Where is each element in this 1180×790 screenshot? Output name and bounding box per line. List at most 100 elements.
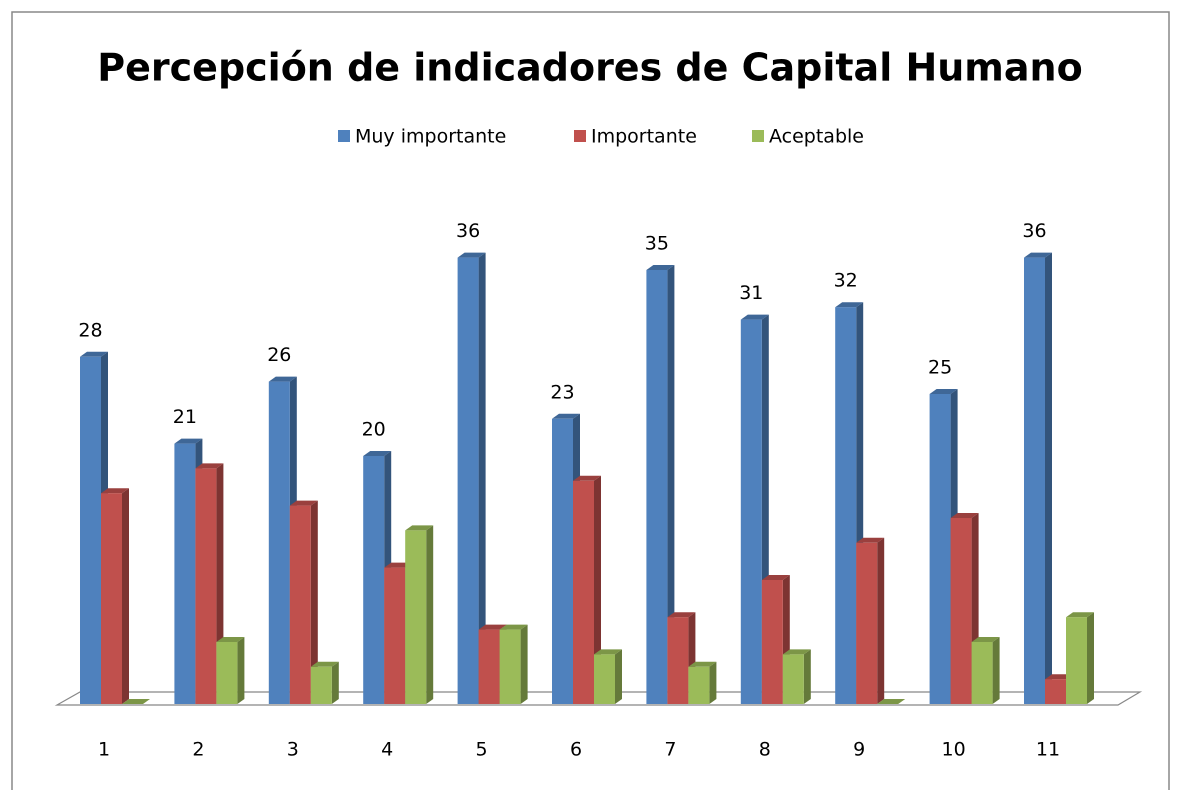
bar-top [971,637,1000,642]
bar-side [709,661,717,704]
bar [646,270,668,704]
bar-top [363,451,392,456]
bar-side [310,500,318,704]
data-label: 36 [1022,220,1046,242]
legend-label: Importante [591,126,697,148]
x-tick-label: 7 [664,739,676,761]
x-tick-label: 8 [759,739,771,761]
bar [552,418,573,704]
x-tick-label: 10 [942,739,966,761]
data-label: 31 [739,282,763,304]
bar-top [310,661,339,667]
data-label: 21 [173,406,197,428]
bar [856,542,878,704]
bar-top [289,500,318,506]
chart-title: Percepción de indicadores de Capital Hum… [97,46,1082,90]
bar-side [594,475,601,704]
legend-label: Aceptable [769,126,864,148]
data-label: 26 [267,344,291,366]
bar [950,518,972,704]
bar [289,505,311,704]
bar-side [992,637,1000,704]
bar [80,356,101,704]
x-tick-label: 11 [1036,739,1060,761]
bar [835,307,857,704]
bar-top [929,389,958,394]
bar-side [237,637,245,704]
bar-side [426,525,434,704]
legend-swatch [752,130,764,142]
bar-top [877,699,906,704]
bar [594,654,615,704]
bar-side [615,649,622,704]
bar [457,257,479,704]
bar [363,456,385,704]
x-tick-label: 1 [98,739,110,761]
bar-top [405,525,434,531]
x-tick-label: 9 [853,739,865,761]
bar [195,468,217,704]
data-label: 20 [362,419,386,441]
bar-top [552,413,580,419]
bar [688,666,710,704]
bar [499,629,521,704]
bar-top [499,624,528,630]
bar [478,629,500,704]
x-tick-label: 5 [476,739,488,761]
data-label: 32 [834,270,858,292]
bar [101,493,122,704]
bar-top [478,624,507,630]
bar [268,381,290,704]
x-tick-label: 2 [192,739,204,761]
bar [667,617,689,704]
x-tick-label: 3 [287,739,299,761]
bar-top [174,438,203,444]
bar-side [331,661,339,704]
bar-top [195,463,224,469]
bar-side [803,649,811,704]
bar [216,642,238,704]
bar [384,567,406,704]
bar-top [457,252,486,258]
bar [174,443,196,704]
bar-top [594,649,622,655]
bar-top [950,513,979,518]
bar-top [122,699,150,704]
bar-side [1087,612,1094,704]
bar [761,580,783,704]
bar-side [520,624,528,704]
bar-top [761,575,790,580]
data-label: 25 [928,357,952,379]
bar-side [1045,252,1052,704]
bar-top [573,475,601,481]
bar-side [478,252,486,704]
bar-top [740,314,769,320]
chart-frame [11,11,1170,790]
data-label: 36 [456,220,480,242]
bar-top [688,661,717,667]
bar [929,394,951,704]
bar-top [101,488,129,494]
legend-swatch [574,130,586,142]
bar-top [782,649,811,655]
bar [1045,679,1066,704]
bar-side [667,265,675,704]
bar-top [1024,252,1052,258]
data-label: 23 [550,381,574,403]
data-label: 28 [78,319,102,341]
bar-top [667,612,696,618]
bar-top [856,537,885,543]
bar [310,666,332,704]
bar [573,480,594,704]
bar-side [122,488,129,704]
bar [1024,257,1045,704]
bar [405,530,427,704]
bar-top [835,302,864,308]
legend-label: Muy importante [355,126,506,148]
x-tick-label: 4 [381,739,393,761]
data-label: 35 [645,233,669,255]
bar-top [646,265,675,270]
x-tick-label: 6 [570,739,582,761]
